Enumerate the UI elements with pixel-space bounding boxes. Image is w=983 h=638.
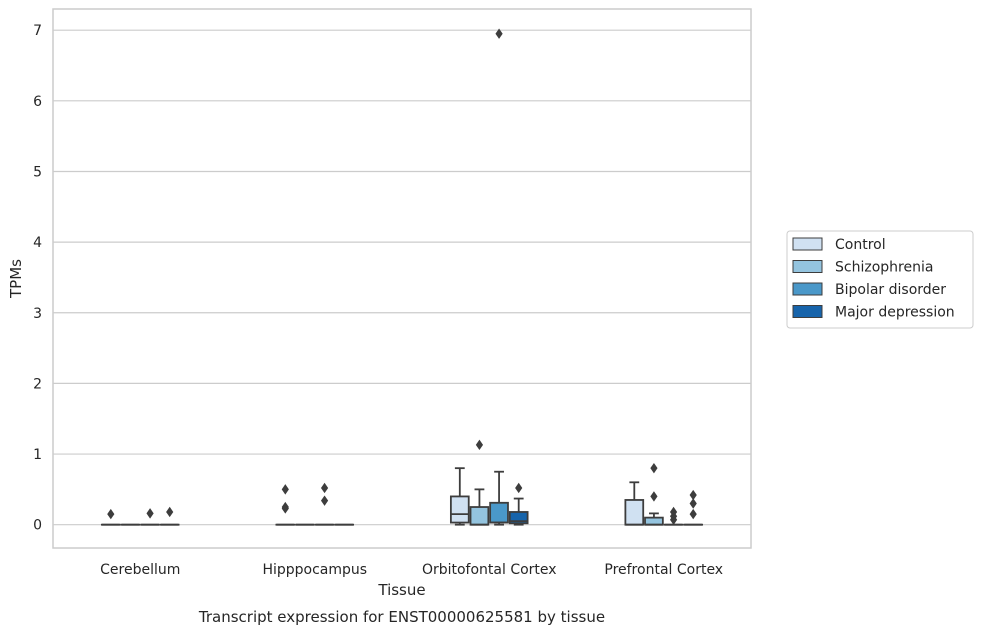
outlier-marker — [650, 463, 657, 473]
x-tick-label: Orbitofontal Cortex — [422, 562, 557, 578]
legend-label: Control — [835, 237, 886, 253]
legend-label: Major depression — [835, 305, 955, 321]
outlier-marker — [282, 484, 289, 494]
outlier-marker — [321, 483, 328, 493]
box-bipolar-disorder — [141, 508, 159, 525]
outlier-marker — [282, 503, 289, 513]
x-tick-label: Prefrontal Cortex — [604, 562, 723, 578]
legend-label: Schizophrenia — [835, 260, 933, 276]
legend-swatch — [793, 306, 822, 318]
x-tick-label: Cerebellum — [100, 562, 180, 578]
outlier-marker — [690, 509, 697, 519]
outlier-marker — [107, 509, 114, 519]
y-tick-label: 0 — [33, 518, 42, 534]
box-body — [451, 496, 469, 522]
box-body — [490, 503, 508, 523]
y-tick-label: 5 — [33, 164, 42, 180]
outlier-marker — [476, 440, 483, 450]
box-schizophrenia — [471, 440, 489, 525]
y-tick-label: 7 — [33, 23, 42, 39]
y-tick-label: 1 — [33, 447, 42, 463]
box-schizophrenia — [645, 463, 663, 525]
box-control — [276, 484, 294, 525]
legend-swatch — [793, 283, 822, 295]
outlier-marker — [515, 483, 522, 493]
legend-swatch — [793, 261, 822, 273]
box-bipolar-disorder — [665, 507, 683, 525]
y-axis-ticks: 0 1 2 3 4 5 6 7 — [33, 23, 42, 533]
outlier-marker — [321, 495, 328, 505]
box-body — [625, 500, 643, 525]
plot-area-frame — [53, 9, 751, 548]
box-control — [625, 482, 643, 524]
box-body — [645, 518, 663, 525]
chart-caption: Transcript expression for ENST0000062558… — [198, 608, 605, 626]
box-major-depression — [510, 483, 528, 525]
outlier-marker — [166, 507, 173, 517]
box-control — [451, 468, 469, 525]
box-bipolar-disorder — [316, 483, 334, 525]
box-major-depression — [684, 490, 702, 525]
outlier-marker — [146, 508, 153, 518]
grid-lines — [53, 30, 751, 524]
box-control — [102, 509, 120, 525]
outlier-marker — [650, 491, 657, 501]
y-tick-label: 3 — [33, 306, 42, 322]
y-tick-label: 6 — [33, 94, 42, 110]
box-major-depression — [161, 507, 179, 525]
boxes — [102, 29, 702, 525]
x-axis-label: Tissue — [377, 581, 425, 599]
legend-swatch — [793, 238, 822, 250]
y-tick-label: 4 — [33, 235, 42, 251]
y-tick-label: 2 — [33, 376, 42, 392]
y-axis-label: TPMs — [7, 259, 25, 299]
legend: Control Schizophrenia Bipolar disorder Majo… — [787, 231, 973, 328]
box-body — [471, 507, 489, 525]
legend-label: Bipolar disorder — [835, 282, 946, 298]
outlier-marker — [690, 498, 697, 508]
x-axis-ticks: Cerebellum Hipppocampus Orbitofontal Corte… — [100, 562, 723, 578]
box-bipolar-disorder — [490, 29, 508, 525]
x-tick-label: Hipppocampus — [262, 562, 367, 578]
